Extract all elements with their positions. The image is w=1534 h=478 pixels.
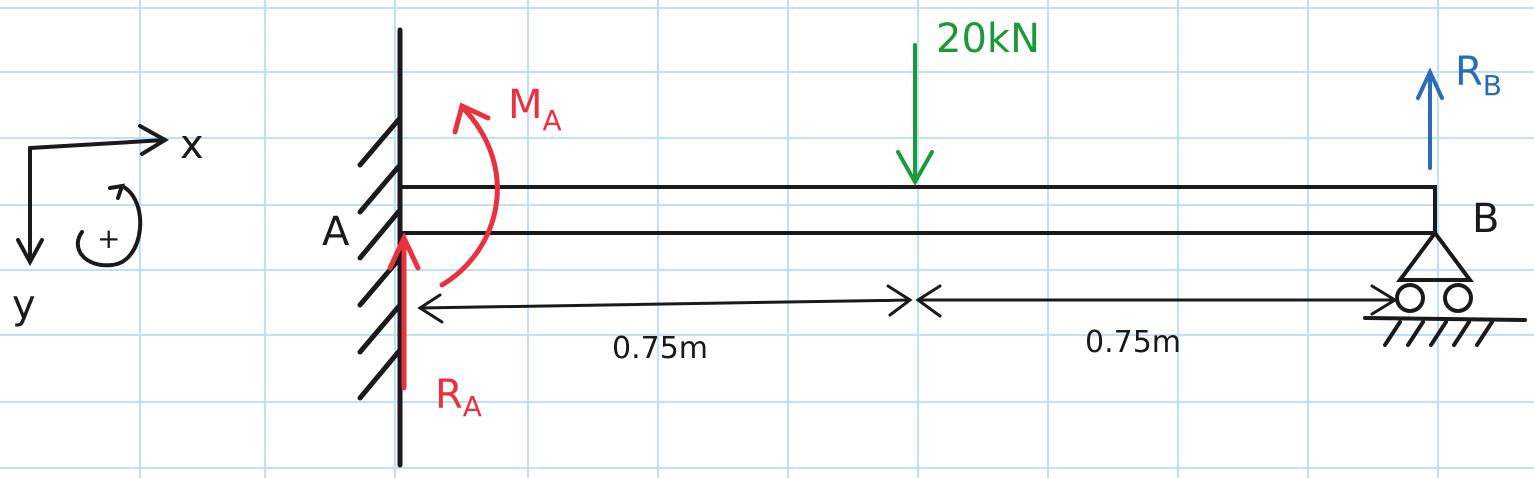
left-span-dimension	[420, 286, 910, 322]
coordinate-axes	[18, 126, 165, 265]
x-axis-label: x	[180, 122, 204, 168]
fixed-end-label: A	[322, 209, 350, 255]
dimension-lines	[420, 286, 1395, 322]
y-axis-label: y	[12, 282, 36, 328]
point-load-label: 20kN	[936, 16, 1040, 62]
left-span-label: 0.75m	[612, 331, 708, 366]
moment-reaction-label: MA	[508, 82, 562, 137]
moment-reaction-arrow	[442, 106, 497, 285]
rb-reaction-label: RB	[1455, 49, 1502, 102]
roller-support	[1365, 233, 1525, 345]
ra-reaction-label: RA	[435, 372, 482, 423]
point-load-arrow	[898, 45, 932, 182]
right-span-dimension	[918, 286, 1395, 316]
x-axis-arrow	[30, 126, 165, 154]
roller-end-label: B	[1472, 196, 1499, 242]
right-span-label: 0.75m	[1085, 325, 1181, 360]
sign-convention-label: +	[97, 222, 120, 255]
